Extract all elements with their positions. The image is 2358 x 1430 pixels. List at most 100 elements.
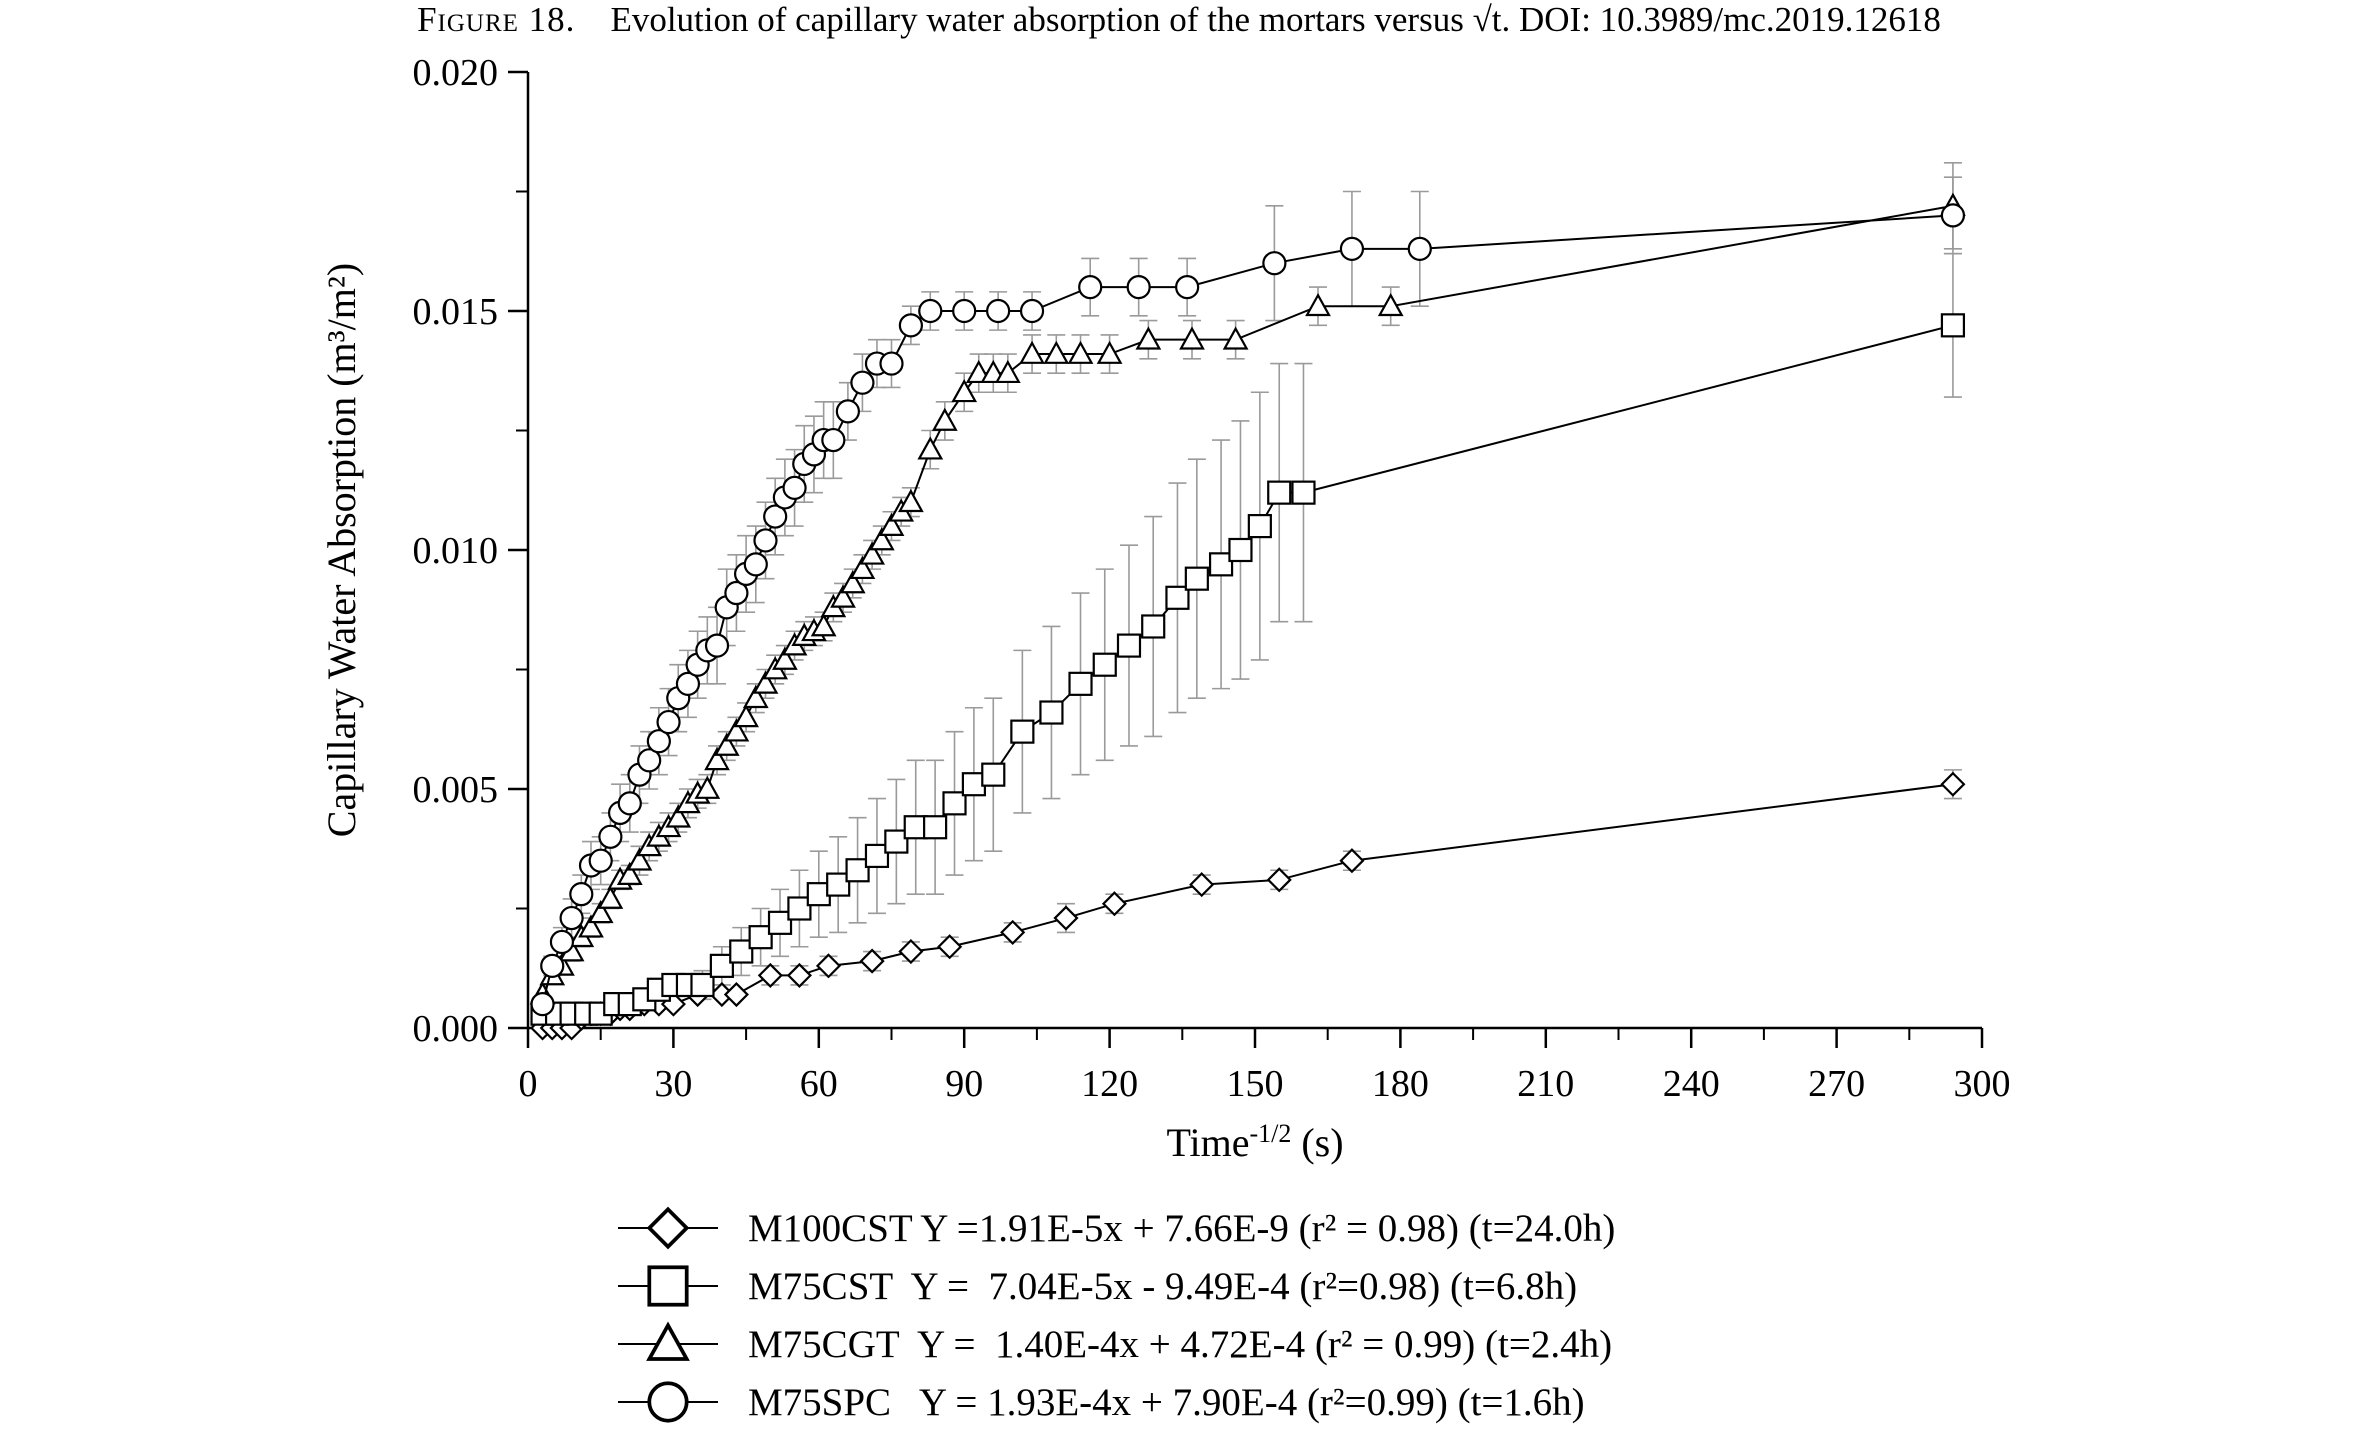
data-point-m75cgt bbox=[587, 900, 614, 924]
data-point-m100cst bbox=[1940, 771, 1966, 797]
y-tick-label: 0.010 bbox=[413, 530, 499, 572]
data-point-m75spc bbox=[782, 475, 807, 500]
x-tick-label: 60 bbox=[800, 1063, 838, 1105]
data-point-m100cst bbox=[898, 938, 924, 965]
data-point-m75spc bbox=[1339, 236, 1365, 261]
data-point-m75spc bbox=[743, 552, 768, 577]
data-point-m75cgt bbox=[1019, 340, 1045, 364]
data-point-m75cst bbox=[1116, 633, 1142, 658]
data-point-m75cgt bbox=[878, 512, 905, 537]
data-point-m75spc bbox=[952, 298, 977, 324]
data-point-m75cgt bbox=[1043, 340, 1070, 364]
data-point-m75spc bbox=[646, 729, 671, 754]
x-tick-label: 90 bbox=[945, 1063, 983, 1105]
data-point-m100cst bbox=[859, 948, 885, 974]
data-point-m75cst bbox=[729, 939, 754, 964]
data-point-m75cst bbox=[748, 925, 773, 950]
series-line-m100cst bbox=[542, 783, 1954, 1029]
data-point-m75cst bbox=[1267, 480, 1292, 505]
x-tick-label: 270 bbox=[1808, 1063, 1865, 1105]
data-point-m75cst bbox=[1208, 552, 1234, 577]
data-point-m75cgt bbox=[1222, 326, 1249, 350]
data-point-m75cgt bbox=[849, 555, 876, 580]
data-point-m75cgt bbox=[713, 732, 740, 756]
data-point-m75spc bbox=[898, 313, 923, 338]
data-point-m75spc bbox=[540, 953, 565, 978]
data-point-m75cst bbox=[1247, 513, 1272, 539]
legend-marker-m100cst bbox=[646, 1206, 690, 1250]
data-point-m75cgt bbox=[810, 613, 837, 637]
data-point-m75cst bbox=[709, 953, 734, 978]
x-tick-label: 240 bbox=[1663, 1063, 1720, 1105]
data-point-m75cgt bbox=[752, 670, 779, 694]
data-point-m75cgt bbox=[1179, 326, 1205, 350]
data-point-m75spc bbox=[675, 671, 701, 696]
data-point-m75spc bbox=[637, 748, 662, 773]
data-point-m75cgt bbox=[616, 861, 643, 885]
legend-marker-m75spc bbox=[647, 1381, 689, 1423]
data-point-m100cst bbox=[1189, 872, 1215, 898]
data-point-m75cgt bbox=[578, 914, 604, 938]
data-point-m75cst bbox=[1068, 671, 1093, 696]
data-point-m75cgt bbox=[859, 541, 885, 565]
x-tick-label: 120 bbox=[1081, 1063, 1138, 1105]
data-point-m75spc bbox=[598, 824, 623, 849]
x-tick-label: 30 bbox=[654, 1063, 692, 1105]
data-point-m75cgt bbox=[830, 584, 856, 608]
data-point-m75spc bbox=[530, 991, 555, 1017]
data-point-m75spc bbox=[918, 298, 943, 324]
legend-label-m100cst: M100CST Y =1.91E-5x + 7.66E-9 (r² = 0.98… bbox=[748, 1207, 1615, 1250]
chart-axes: 0 30 60 90 120 150 180 210 240 270 300 0.000 0.005 0.… bbox=[319, 52, 2011, 1165]
data-point-m75spc bbox=[1019, 298, 1045, 324]
data-point-m75spc bbox=[588, 848, 613, 873]
data-point-m75cgt bbox=[994, 359, 1021, 384]
x-tick-label: 300 bbox=[1954, 1063, 2011, 1105]
chart-series bbox=[529, 192, 1966, 1041]
series-line-m75cst bbox=[542, 324, 1954, 1015]
data-point-m75cgt bbox=[742, 684, 769, 709]
data-point-m75cst bbox=[1010, 719, 1035, 744]
data-point-m100cst bbox=[723, 981, 749, 1008]
data-point-m75cst bbox=[884, 829, 909, 854]
data-point-m100cst bbox=[1000, 919, 1026, 945]
data-point-m75spc bbox=[549, 929, 575, 955]
figure-caption: Figure 18. Evolution of capillary water … bbox=[0, 0, 2358, 40]
data-point-m75spc bbox=[835, 399, 860, 424]
y-tick-label: 0.015 bbox=[413, 291, 499, 333]
figure-caption-text: Evolution of capillary water absorption … bbox=[610, 0, 1941, 39]
data-point-m75cst bbox=[1940, 313, 1966, 338]
data-point-m75cst bbox=[1165, 585, 1190, 610]
data-point-m75cst bbox=[1184, 566, 1209, 591]
data-point-m75cgt bbox=[951, 378, 978, 403]
data-point-m75cst bbox=[1228, 537, 1253, 563]
data-point-m75cgt bbox=[839, 570, 866, 594]
data-point-m75spc bbox=[1262, 251, 1287, 276]
data-point-m75spc bbox=[763, 504, 788, 529]
legend-marker-m75cgt bbox=[646, 1321, 690, 1361]
legend-label-m75cgt: M75CGT Y = 1.40E-4x + 4.72E-4 (r² = 0.99… bbox=[748, 1323, 1612, 1366]
data-point-m100cst bbox=[937, 934, 963, 960]
data-point-m75cst bbox=[864, 843, 890, 869]
y-tick-label: 0.000 bbox=[413, 1008, 499, 1050]
data-point-m75cgt bbox=[898, 488, 924, 513]
data-point-m75spc bbox=[753, 528, 778, 553]
data-point-m75cst bbox=[923, 815, 948, 840]
y-tick-label: 0.005 bbox=[413, 769, 499, 811]
data-point-m75spc bbox=[724, 580, 749, 606]
data-point-m75spc bbox=[569, 882, 594, 907]
data-point-m75spc bbox=[879, 351, 904, 376]
data-point-m75spc bbox=[1175, 275, 1200, 300]
data-point-m75cst bbox=[845, 858, 870, 883]
data-point-m100cst bbox=[1053, 905, 1079, 931]
x-tick-label: 150 bbox=[1227, 1063, 1284, 1105]
data-point-m75cgt bbox=[868, 527, 895, 551]
x-tick-label: 180 bbox=[1372, 1063, 1429, 1105]
data-point-m75cst bbox=[1291, 480, 1316, 505]
data-point-m75cst bbox=[767, 910, 793, 935]
y-axis-title: Capillary Water Absorption (m³/m²) bbox=[319, 263, 364, 837]
data-point-m75cgt bbox=[1305, 292, 1331, 317]
data-point-m75spc bbox=[1407, 236, 1432, 261]
data-point-m100cst bbox=[1101, 891, 1128, 917]
data-point-m75cgt bbox=[1135, 326, 1162, 350]
